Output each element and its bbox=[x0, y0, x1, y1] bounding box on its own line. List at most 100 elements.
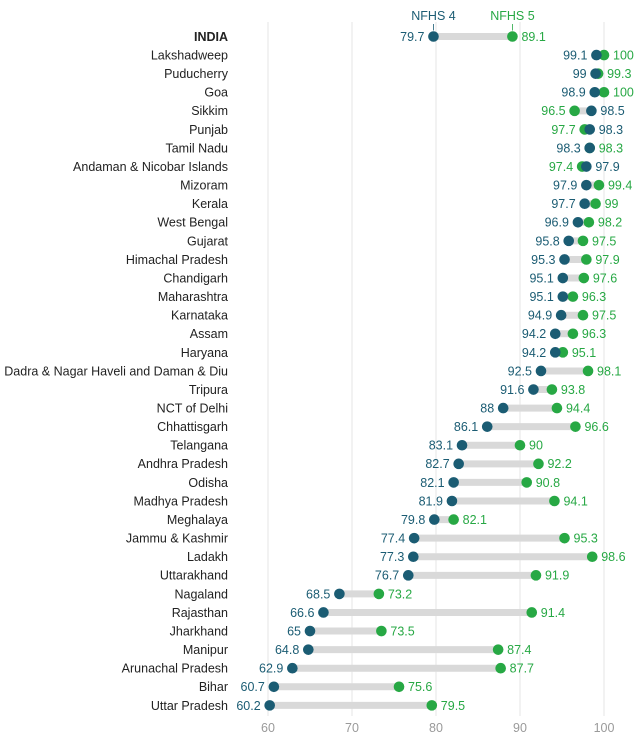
nfhs4-value-label: 95.1 bbox=[529, 271, 553, 285]
nfhs5-value-label: 98.6 bbox=[601, 550, 625, 564]
nfhs4-value-label: 92.5 bbox=[508, 364, 532, 378]
nfhs5-point bbox=[559, 532, 570, 544]
row-label: Andaman & Nicobar Islands bbox=[73, 160, 228, 174]
nfhs5-point bbox=[533, 458, 544, 470]
nfhs5-value-label: 100 bbox=[613, 86, 634, 100]
nfhs4-value-label: 95.8 bbox=[535, 234, 559, 248]
nfhs4-point bbox=[448, 477, 459, 488]
row-label: Tamil Nadu bbox=[165, 141, 228, 155]
nfhs5-point bbox=[549, 495, 560, 507]
nfhs5-point bbox=[521, 477, 533, 488]
nfhs5-value-label: 75.6 bbox=[408, 680, 432, 694]
nfhs5-point bbox=[557, 347, 569, 358]
row-label: Jammu & Kashmir bbox=[126, 532, 228, 546]
row-label: Telangana bbox=[170, 439, 228, 453]
row-label: Haryana bbox=[181, 346, 228, 360]
nfhs5-value-label: 73.2 bbox=[388, 587, 412, 601]
row-label: Karnataka bbox=[171, 309, 228, 323]
nfhs5-point bbox=[577, 309, 589, 321]
row-label: Meghalaya bbox=[167, 513, 228, 527]
nfhs4-value-label: 97.7 bbox=[551, 197, 575, 211]
nfhs5-value-label: 99.3 bbox=[607, 67, 631, 81]
nfhs4-value-label: 62.9 bbox=[259, 662, 283, 676]
x-tick-label: 100 bbox=[594, 721, 615, 735]
nfhs4-value-label: 99.1 bbox=[563, 48, 587, 62]
nfhs4-point bbox=[591, 49, 602, 61]
nfhs5-value-label: 97.5 bbox=[592, 234, 616, 248]
nfhs4-value-label: 98.5 bbox=[600, 104, 624, 118]
row-label: Odisha bbox=[188, 476, 228, 490]
row-label: Mizoram bbox=[180, 179, 228, 193]
nfhs5-value-label: 97.6 bbox=[593, 271, 617, 285]
nfhs4-value-label: 99 bbox=[573, 67, 587, 81]
nfhs4-value-label: 79.8 bbox=[401, 513, 425, 527]
nfhs5-point bbox=[590, 198, 601, 210]
nfhs4-value-label: 98.3 bbox=[599, 123, 623, 137]
nfhs4-value-label: 65 bbox=[287, 624, 301, 638]
x-tick-label: 70 bbox=[345, 721, 359, 735]
row-label: INDIA bbox=[194, 30, 228, 44]
nfhs4-point bbox=[584, 124, 596, 135]
nfhs4-point bbox=[497, 402, 509, 414]
nfhs5-value-label: 96.5 bbox=[541, 104, 565, 118]
nfhs4-value-label: 77.4 bbox=[381, 532, 405, 546]
nfhs4-value-label: 94.9 bbox=[528, 309, 552, 323]
nfhs4-point bbox=[572, 217, 584, 228]
row-label: Uttar Pradesh bbox=[151, 699, 228, 713]
x-tick-label: 90 bbox=[513, 721, 527, 735]
nfhs4-value-label: 60.2 bbox=[236, 699, 260, 713]
nfhs5-value-label: 79.5 bbox=[441, 699, 465, 713]
row-label: Bihar bbox=[199, 680, 228, 694]
nfhs4-value-label: 94.2 bbox=[522, 346, 546, 360]
nfhs4-value-label: 97.9 bbox=[595, 160, 619, 174]
nfhs4-value-label: 98.9 bbox=[561, 86, 585, 100]
nfhs4-point bbox=[549, 328, 561, 340]
nfhs5-value-label: 95.1 bbox=[572, 346, 596, 360]
nfhs5-point bbox=[526, 607, 538, 618]
nfhs5-point bbox=[567, 291, 579, 302]
nfhs4-point bbox=[555, 309, 567, 321]
row-label: Assam bbox=[190, 327, 228, 341]
nfhs4-point bbox=[559, 254, 570, 265]
nfhs4-value-label: 95.3 bbox=[531, 253, 555, 267]
nfhs4-point bbox=[408, 551, 419, 563]
nfhs4-value-label: 76.7 bbox=[375, 569, 399, 583]
row-label: Rajasthan bbox=[172, 606, 228, 620]
nfhs5-value-label: 94.4 bbox=[566, 402, 590, 416]
row-label: Jharkhand bbox=[170, 624, 228, 638]
nfhs5-point bbox=[373, 588, 385, 600]
nfhs5-value-label: 93.8 bbox=[561, 383, 585, 397]
nfhs5-point bbox=[598, 86, 610, 98]
nfhs5-value-label: 73.5 bbox=[390, 624, 414, 638]
row-label: Gujarat bbox=[187, 234, 229, 248]
nfhs5-value-label: 87.7 bbox=[510, 662, 534, 676]
nfhs5-point bbox=[569, 105, 580, 117]
nfhs5-value-label: 98.1 bbox=[597, 364, 621, 378]
nfhs5-point bbox=[586, 551, 598, 563]
nfhs4-point bbox=[287, 662, 298, 674]
nfhs4-value-label: 81.9 bbox=[419, 494, 443, 508]
x-tick-label: 60 bbox=[261, 721, 275, 735]
nfhs5-point bbox=[578, 272, 590, 284]
nfhs4-value-label: 98.3 bbox=[556, 141, 580, 155]
nfhs5-value-label: 98.3 bbox=[599, 141, 623, 155]
nfhs4-point bbox=[334, 588, 345, 600]
nfhs5-value-label: 96.3 bbox=[582, 290, 606, 304]
nfhs4-point bbox=[581, 179, 592, 191]
row-label: Lakshadweep bbox=[151, 48, 228, 62]
row-label: Dadra & Nagar Haveli and Daman & Diu bbox=[4, 364, 228, 378]
legend-label-nfhs4: NFHS 4 bbox=[411, 9, 456, 23]
nfhs4-point bbox=[402, 570, 414, 581]
row-label: Tripura bbox=[189, 383, 228, 397]
nfhs4-value-label: 91.6 bbox=[500, 383, 524, 397]
nfhs5-value-label: 95.3 bbox=[574, 532, 598, 546]
nfhs5-point bbox=[570, 421, 581, 432]
nfhs4-point bbox=[456, 439, 468, 451]
row-label: Chhattisgarh bbox=[157, 420, 228, 434]
nfhs5-value-label: 90.8 bbox=[536, 476, 560, 490]
nfhs5-point bbox=[492, 644, 504, 655]
nfhs5-value-label: 97.7 bbox=[551, 123, 575, 137]
nfhs4-point bbox=[303, 644, 314, 655]
nfhs5-point bbox=[376, 625, 387, 637]
